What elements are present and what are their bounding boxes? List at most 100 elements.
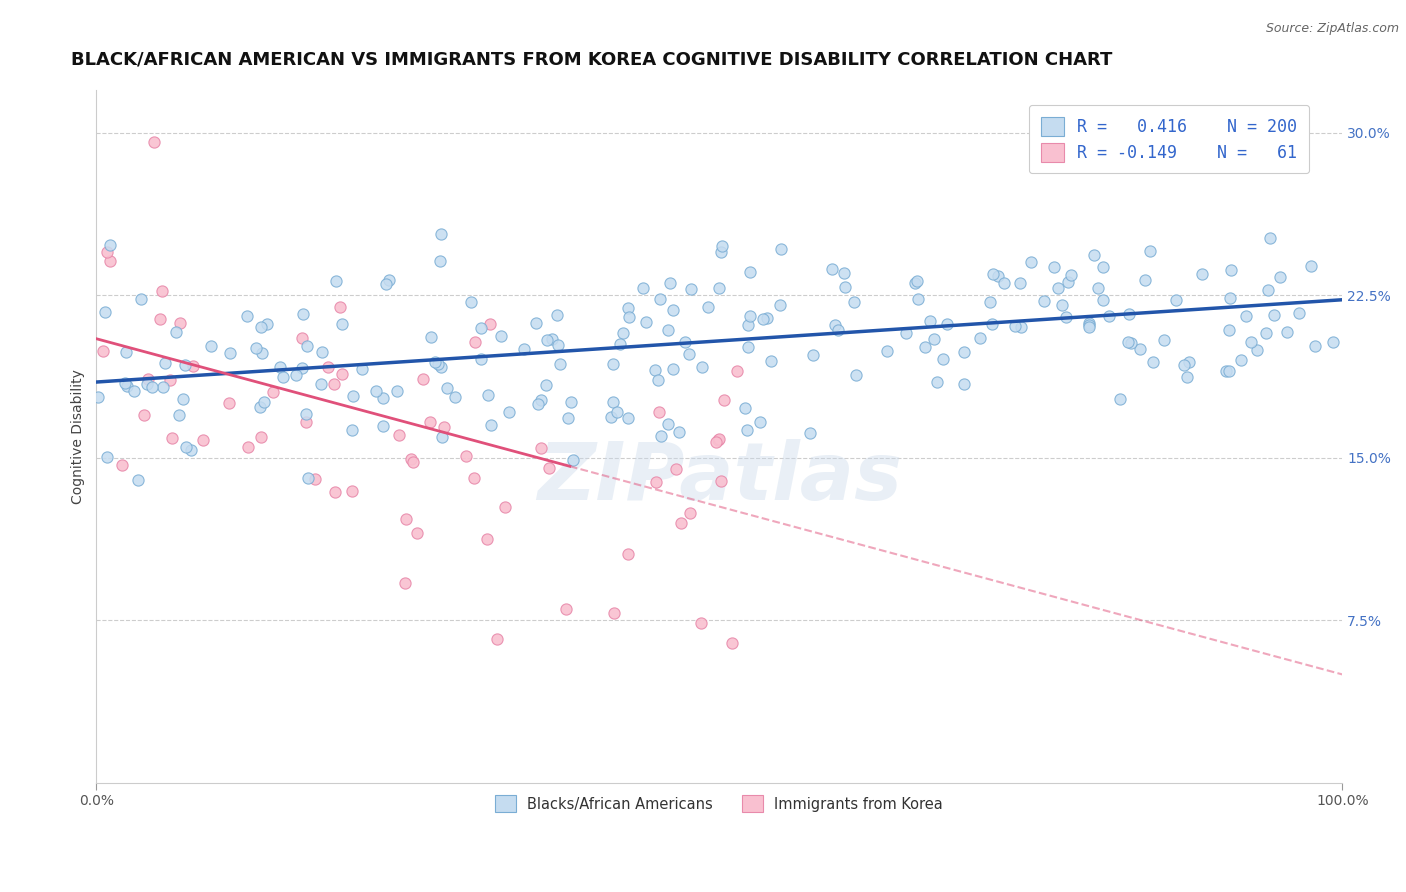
Point: [323, 377, 346, 392]
Point: [1301, 259, 1323, 273]
Text: BLACK/AFRICAN AMERICAN VS IMMIGRANTS FROM KOREA COGNITIVE DISABILITY CORRELATION: BLACK/AFRICAN AMERICAN VS IMMIGRANTS FRO…: [72, 51, 1112, 69]
Point: [1118, 308, 1140, 322]
Point: [329, 300, 352, 314]
Point: [668, 425, 690, 439]
Point: [191, 434, 214, 448]
Point: [619, 310, 641, 324]
Point: [433, 420, 456, 434]
Point: [115, 344, 138, 359]
Text: Source: ZipAtlas.com: Source: ZipAtlas.com: [1265, 22, 1399, 36]
Point: [114, 376, 136, 391]
Point: [148, 312, 170, 326]
Point: [262, 384, 284, 399]
Point: [648, 293, 671, 307]
Point: [555, 602, 578, 616]
Point: [721, 636, 744, 650]
Point: [249, 430, 271, 444]
Point: [460, 294, 482, 309]
Point: [1004, 319, 1026, 334]
Point: [470, 321, 492, 335]
Point: [662, 302, 685, 317]
Point: [423, 355, 446, 369]
Point: [612, 326, 634, 340]
Point: [478, 317, 501, 331]
Point: [541, 332, 564, 346]
Point: [172, 392, 194, 406]
Point: [1263, 308, 1285, 322]
Point: [602, 395, 624, 409]
Point: [98, 238, 121, 252]
Point: [636, 315, 658, 329]
Point: [645, 475, 668, 489]
Point: [136, 376, 159, 391]
Point: [546, 308, 568, 322]
Point: [1288, 306, 1310, 320]
Point: [304, 472, 326, 486]
Point: [993, 277, 1015, 291]
Point: [821, 262, 844, 277]
Point: [647, 373, 669, 387]
Point: [924, 332, 946, 346]
Point: [662, 361, 685, 376]
Point: [1010, 320, 1032, 334]
Point: [710, 474, 733, 488]
Point: [737, 340, 759, 354]
Point: [1268, 270, 1291, 285]
Point: [905, 274, 928, 288]
Point: [1240, 335, 1263, 350]
Point: [342, 483, 364, 498]
Point: [560, 394, 582, 409]
Point: [291, 331, 314, 345]
Point: [1083, 248, 1105, 262]
Point: [927, 376, 949, 390]
Point: [530, 393, 553, 408]
Point: [295, 339, 318, 353]
Point: [1164, 293, 1187, 308]
Point: [134, 408, 156, 422]
Point: [606, 405, 628, 419]
Point: [1142, 355, 1164, 369]
Text: ZIPatlas: ZIPatlas: [537, 439, 901, 516]
Point: [340, 424, 363, 438]
Point: [644, 363, 666, 377]
Point: [402, 454, 425, 468]
Point: [479, 417, 502, 432]
Point: [650, 429, 672, 443]
Point: [657, 323, 679, 337]
Point: [311, 344, 333, 359]
Legend: Blacks/African Americans, Immigrants from Korea: Blacks/African Americans, Immigrants fro…: [484, 784, 955, 824]
Point: [602, 358, 624, 372]
Point: [1215, 364, 1237, 378]
Point: [332, 317, 354, 331]
Point: [727, 364, 749, 378]
Point: [1116, 334, 1139, 349]
Point: [152, 380, 174, 394]
Point: [323, 484, 346, 499]
Point: [679, 506, 702, 520]
Point: [477, 532, 499, 546]
Point: [269, 360, 291, 375]
Y-axis label: Cognitive Disability: Cognitive Disability: [72, 368, 86, 504]
Point: [534, 378, 557, 392]
Point: [454, 450, 477, 464]
Point: [236, 440, 259, 454]
Point: [388, 428, 411, 442]
Point: [200, 339, 222, 353]
Point: [1008, 277, 1031, 291]
Point: [953, 377, 976, 392]
Point: [429, 254, 451, 268]
Point: [174, 441, 197, 455]
Point: [1303, 339, 1326, 353]
Point: [430, 360, 453, 375]
Point: [96, 450, 118, 464]
Point: [498, 405, 520, 419]
Point: [799, 425, 821, 440]
Point: [987, 268, 1010, 283]
Point: [494, 500, 516, 514]
Point: [547, 337, 569, 351]
Point: [759, 354, 782, 368]
Point: [1218, 364, 1240, 378]
Point: [373, 391, 395, 405]
Point: [464, 335, 486, 350]
Point: [876, 343, 898, 358]
